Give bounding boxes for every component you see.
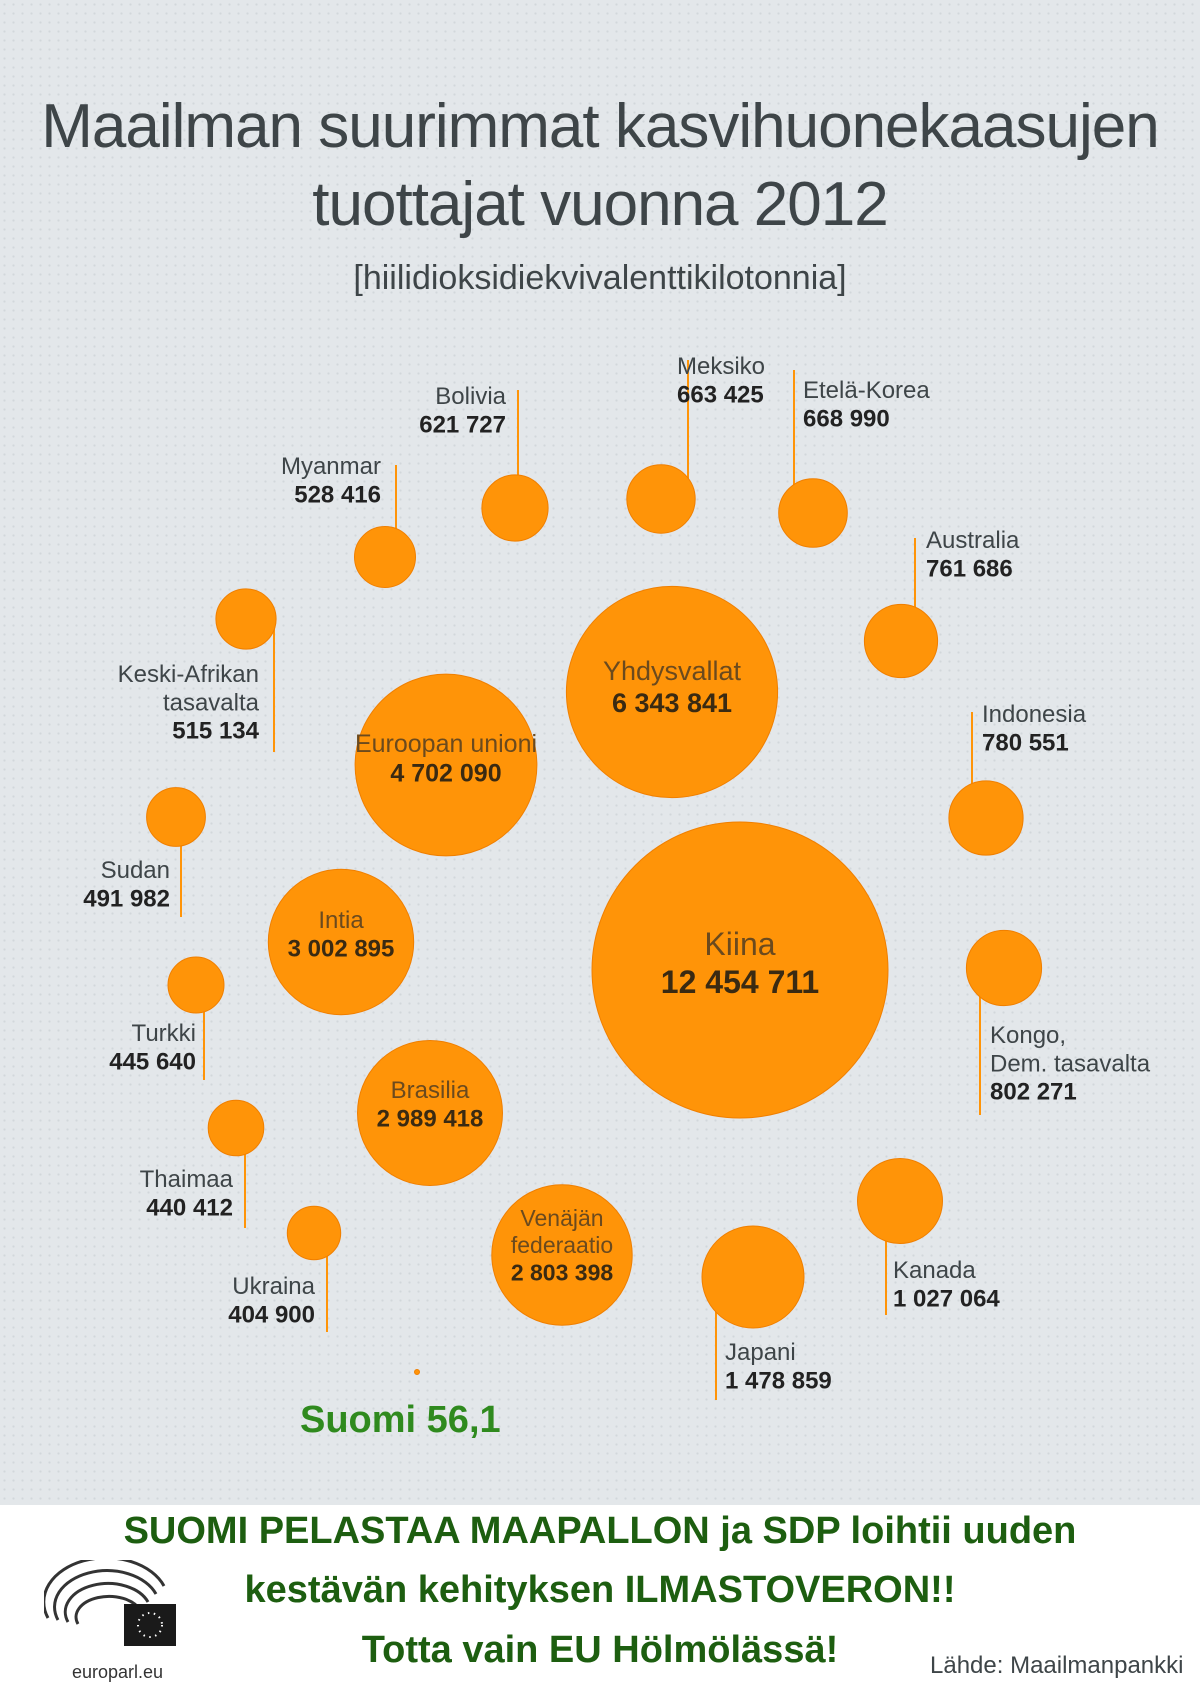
- bubble-etelä-korea: [778, 478, 848, 548]
- bubble-bolivia: [481, 474, 549, 542]
- name-kiina: Kiina: [704, 926, 775, 962]
- label-brasilia: Brasilia 2 989 418: [377, 1077, 484, 1132]
- bubble-brasilia: [357, 1040, 503, 1186]
- value-sudan: 491 982: [83, 885, 170, 912]
- bubble-indonesia: [948, 780, 1024, 856]
- bubble-euroopan-unioni: [354, 673, 538, 857]
- name-yhdysvallat: Yhdysvallat: [603, 656, 742, 686]
- bubble-sudan: [146, 787, 206, 847]
- label-etelä-korea: Etelä-Korea 668 990: [803, 377, 930, 432]
- value-australia: 761 686: [926, 555, 1013, 582]
- value-yhdysvallat: 6 343 841: [612, 688, 732, 718]
- label-keski-afrikan-tasavalta: Keski-Afrikan tasavalta 515 134: [118, 661, 260, 745]
- value-indonesia: 780 551: [982, 729, 1069, 756]
- label-meksiko: Meksiko 663 425: [677, 353, 765, 408]
- value-meksiko: 663 425: [677, 381, 764, 408]
- label-yhdysvallat: Yhdysvallat 6 343 841: [603, 656, 742, 718]
- value-kongo-dem-tasavalta: 802 271: [990, 1079, 1077, 1106]
- europarl-logo-icon: [44, 1560, 176, 1646]
- label-venäjän-federaatio: Venäjän federaatio 2 803 398: [511, 1205, 614, 1285]
- bubble-suomi: [414, 1369, 420, 1375]
- label-indonesia: Indonesia 780 551: [982, 701, 1087, 756]
- label-ukraina: Ukraina 404 900: [228, 1273, 315, 1328]
- name-myanmar: Myanmar: [281, 453, 381, 480]
- name-keski-afrikan-tasavalta: tasavalta: [163, 689, 260, 716]
- label-kongo-dem-tasavalta: Kongo, Dem. tasavalta 802 271: [990, 1022, 1151, 1106]
- label-sudan: Sudan 491 982: [83, 857, 170, 912]
- name-meksiko: Meksiko: [677, 353, 765, 380]
- name-australia: Australia: [926, 527, 1020, 554]
- name-ukraina: Ukraina: [232, 1273, 315, 1300]
- title-line-1: Maailman suurimmat kasvihuonekaasujen: [41, 92, 1159, 161]
- value-keski-afrikan-tasavalta: 515 134: [172, 718, 259, 745]
- name-kongo-dem-tasavalta: Dem. tasavalta: [990, 1050, 1151, 1077]
- bubble-yhdysvallat: [565, 585, 779, 799]
- value-venäjän-federaatio: 2 803 398: [511, 1259, 614, 1285]
- value-japani: 1 478 859: [725, 1367, 832, 1394]
- value-turkki: 445 640: [109, 1048, 196, 1075]
- value-euroopan-unioni: 4 702 090: [390, 760, 501, 788]
- bubble-ukraina: [286, 1205, 342, 1261]
- source-note: Lähde: Maailmanpankki: [930, 1652, 1184, 1679]
- value-bolivia: 621 727: [419, 411, 506, 438]
- label-australia: Australia 761 686: [926, 527, 1020, 582]
- name-keski-afrikan-tasavalta: Keski-Afrikan: [118, 661, 259, 688]
- value-etelä-korea: 668 990: [803, 405, 890, 432]
- bubble-kiina: [591, 821, 889, 1119]
- name-kongo-dem-tasavalta: Kongo,: [990, 1022, 1066, 1049]
- label-kanada: Kanada 1 027 064: [893, 1257, 1000, 1312]
- slogan-line-2: kestävän kehityksen ILMASTOVERON!!: [244, 1569, 956, 1611]
- value-thaimaa: 440 412: [146, 1194, 233, 1221]
- bubble-chart: Kiina 12 454 711 Yhdysvallat 6 343 841 Euroo…: [83, 353, 1151, 1400]
- unit-subtitle: [hiilidioksidiekvivalenttikilotonnia]: [353, 259, 847, 297]
- bubble-keski-afrikan-tasavalta: [215, 588, 277, 650]
- bubble-kanada: [857, 1158, 943, 1244]
- name-thaimaa: Thaimaa: [140, 1166, 234, 1193]
- name-brasilia: Brasilia: [391, 1077, 470, 1104]
- label-intia: Intia 3 002 895: [288, 907, 395, 962]
- name-sudan: Sudan: [101, 857, 170, 884]
- bubble-australia: [863, 603, 939, 679]
- name-etelä-korea: Etelä-Korea: [803, 377, 930, 404]
- name-kanada: Kanada: [893, 1257, 976, 1284]
- bubble-meksiko: [626, 464, 696, 534]
- label-japani: Japani 1 478 859: [725, 1339, 832, 1394]
- name-venäjän-federaatio: federaatio: [511, 1232, 613, 1258]
- value-kanada: 1 027 064: [893, 1285, 1000, 1312]
- label-turkki: Turkki 445 640: [109, 1020, 196, 1075]
- name-intia: Intia: [318, 907, 364, 934]
- bubble-turkki: [167, 956, 225, 1014]
- bubble-myanmar: [354, 526, 416, 588]
- title-line-2: tuottajat vuonna 2012: [312, 170, 888, 239]
- slogan-line-1: SUOMI PELASTAA MAAPALLON ja SDP loihtii …: [123, 1510, 1077, 1552]
- value-kiina: 12 454 711: [661, 964, 819, 1000]
- bubble-japani: [701, 1225, 805, 1329]
- name-euroopan-unioni: Euroopan unioni: [355, 730, 537, 758]
- label-bolivia: Bolivia 621 727: [419, 383, 506, 438]
- name-japani: Japani: [725, 1339, 796, 1366]
- value-intia: 3 002 895: [288, 935, 395, 962]
- value-myanmar: 528 416: [294, 481, 381, 508]
- label-euroopan-unioni: Euroopan unioni 4 702 090: [355, 730, 537, 788]
- label-kiina: Kiina 12 454 711: [661, 926, 819, 1000]
- value-brasilia: 2 989 418: [377, 1105, 484, 1132]
- bubble-venäjän-federaatio: [491, 1184, 633, 1326]
- bubble-kongo-dem-tasavalta: [965, 929, 1043, 1007]
- name-turkki: Turkki: [132, 1020, 196, 1047]
- name-bolivia: Bolivia: [435, 383, 506, 410]
- label-myanmar: Myanmar 528 416: [281, 453, 381, 508]
- europarl-logo-text: europarl.eu: [72, 1662, 164, 1682]
- footer: [0, 1505, 1200, 1697]
- finland-label: Suomi 56,1: [300, 1399, 501, 1441]
- slogan-line-3: Totta vain EU Hölmölässä!: [361, 1629, 839, 1671]
- value-ukraina: 404 900: [228, 1301, 315, 1328]
- name-venäjän-federaatio: Venäjän: [520, 1205, 603, 1231]
- bubble-intia: [267, 868, 415, 1016]
- name-indonesia: Indonesia: [982, 701, 1087, 728]
- label-thaimaa: Thaimaa 440 412: [140, 1166, 234, 1221]
- bubble-thaimaa: [207, 1099, 265, 1157]
